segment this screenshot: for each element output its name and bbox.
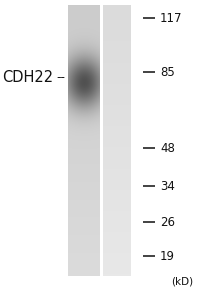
Text: 19: 19: [160, 250, 175, 262]
Text: 48: 48: [160, 142, 175, 154]
Text: 117: 117: [160, 11, 183, 25]
Text: 26: 26: [160, 215, 175, 229]
Text: 85: 85: [160, 65, 175, 79]
Text: 34: 34: [160, 179, 175, 193]
Text: --: --: [56, 71, 65, 85]
Text: CDH22: CDH22: [2, 70, 53, 86]
Text: (kD): (kD): [171, 276, 193, 286]
